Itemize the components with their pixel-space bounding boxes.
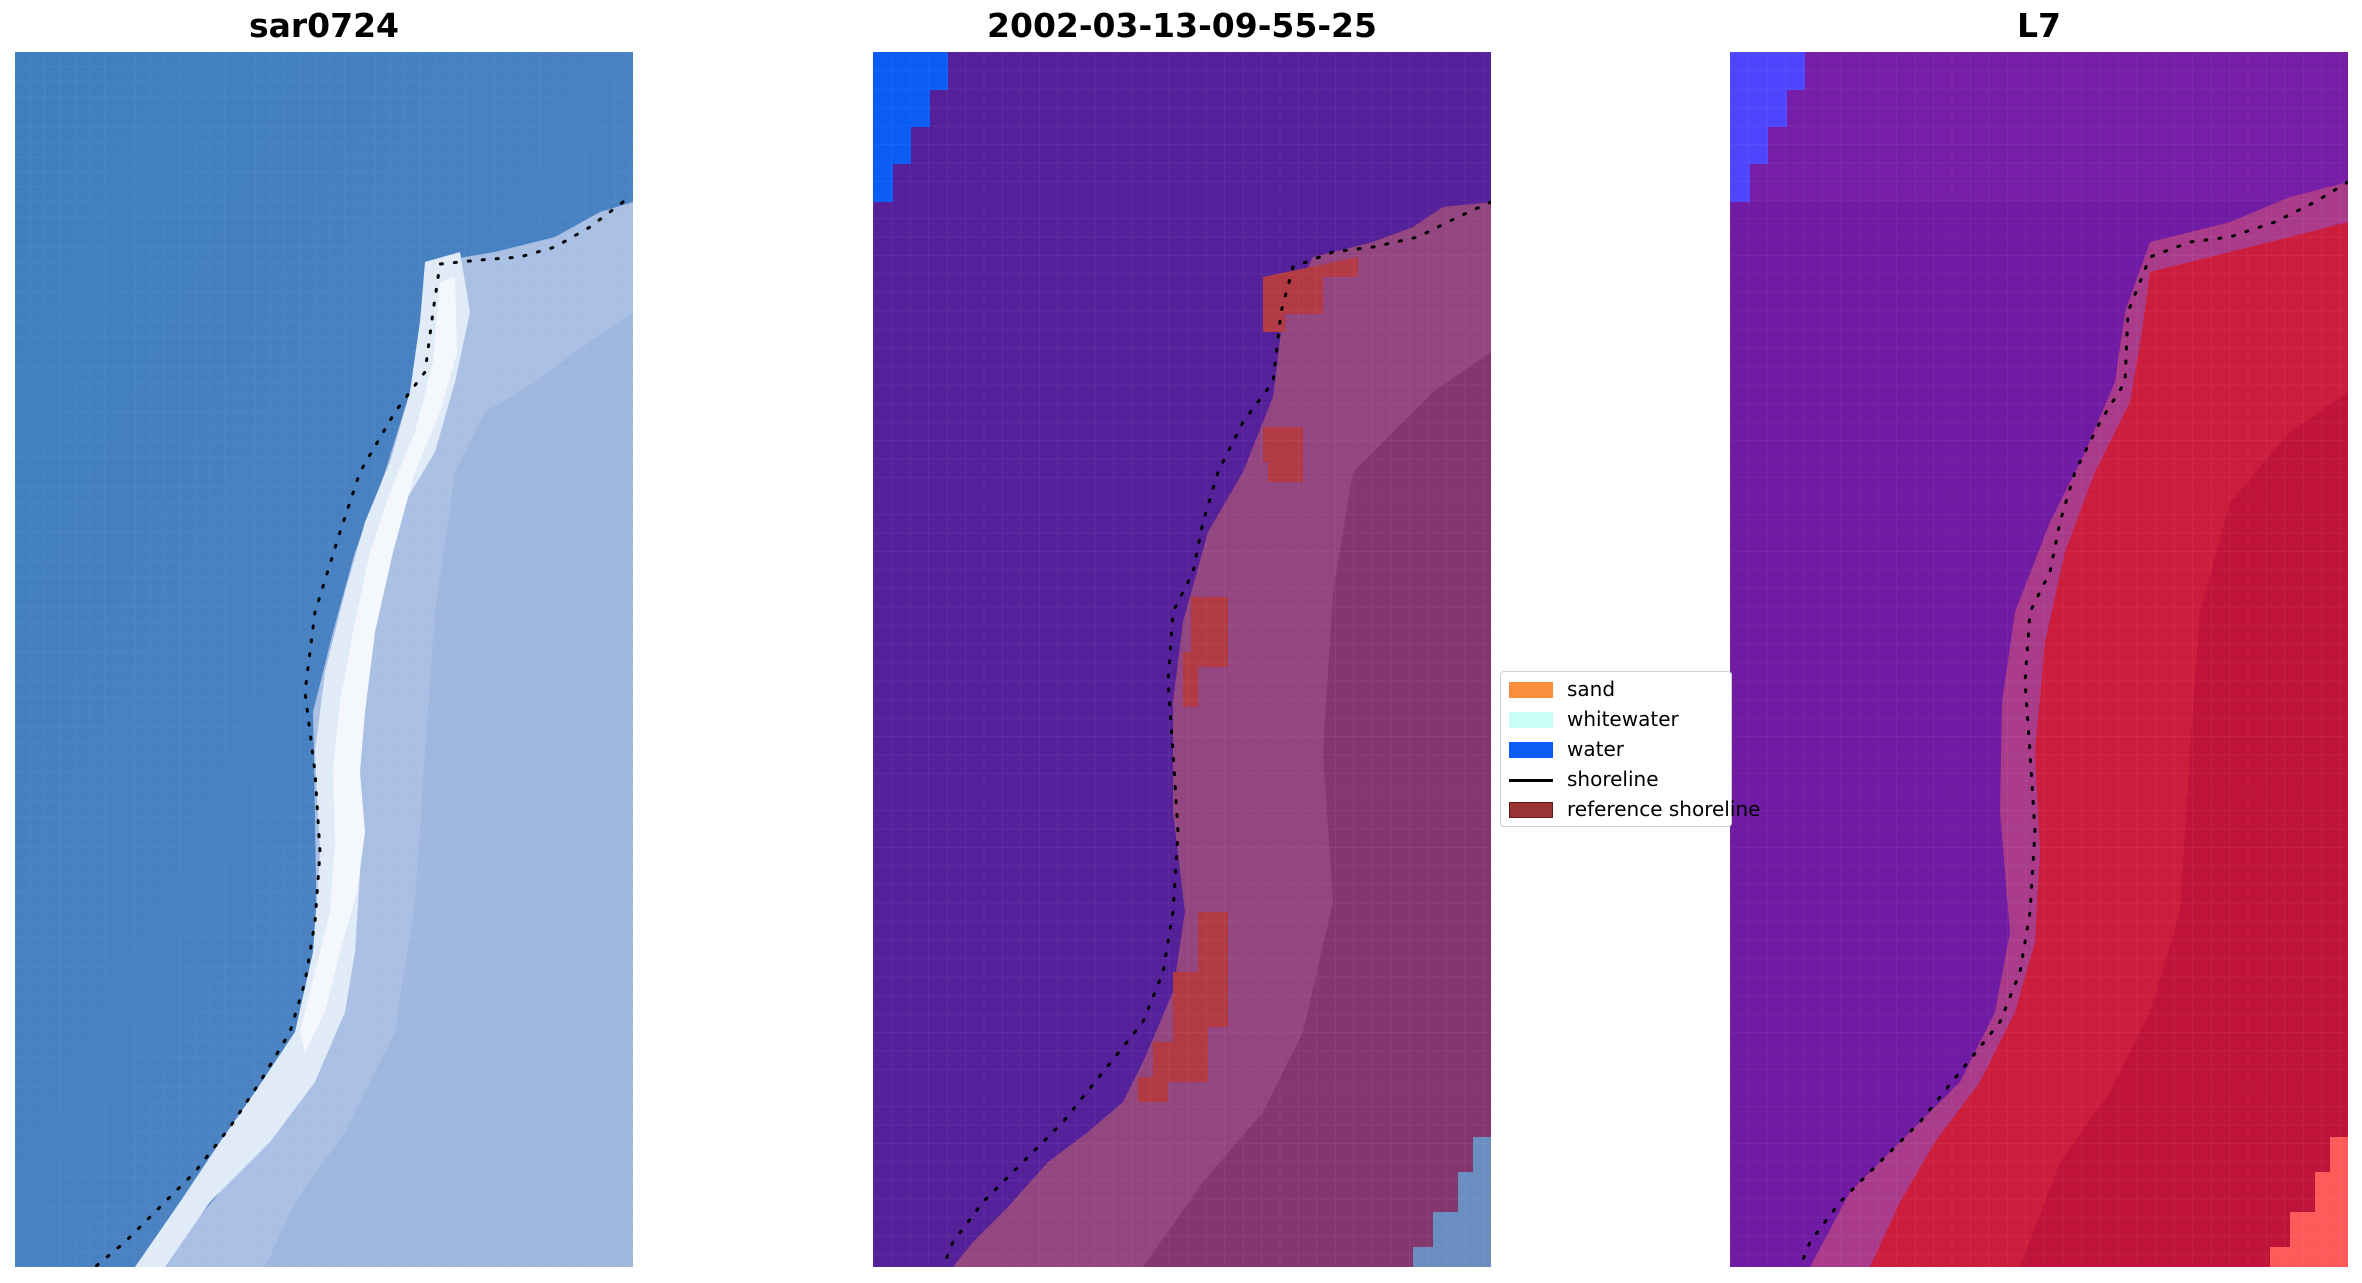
shoreline-trace-1 <box>93 200 625 1267</box>
classification-image <box>873 52 1491 1267</box>
rgb-image <box>15 52 633 1267</box>
legend-label-reference-shoreline: reference shoreline <box>1567 797 1761 821</box>
legend-label-water: water <box>1567 737 1624 761</box>
panel-title-rgb: sar0724 <box>248 6 400 45</box>
legend: sand whitewater water shoreline referenc… <box>1500 671 1760 827</box>
legend-item-reference-shoreline: reference shoreline <box>1501 794 1760 824</box>
whitewater-swatch <box>1509 712 1553 728</box>
index-image <box>1730 52 2348 1267</box>
shoreline-trace-2 <box>941 200 1491 1267</box>
reference-shoreline-swatch <box>1509 802 1553 818</box>
shoreline-trace-3 <box>1798 180 2348 1267</box>
classification-panel <box>873 52 1491 1267</box>
legend-item-whitewater: whitewater <box>1501 704 1741 734</box>
index-panel <box>1730 52 2348 1267</box>
legend-label-whitewater: whitewater <box>1567 707 1679 731</box>
legend-label-shoreline: shoreline <box>1567 767 1659 791</box>
panel-title-classification: 2002-03-13-09-55-25 <box>987 6 1377 45</box>
legend-item-water: water <box>1501 734 1741 764</box>
water-swatch <box>1509 742 1553 758</box>
rgb-image-panel <box>15 52 633 1267</box>
panel-title-index: L7 <box>2017 6 2061 45</box>
shoreline-line-icon <box>1509 779 1553 782</box>
legend-label-sand: sand <box>1567 677 1616 701</box>
legend-item-sand: sand <box>1501 674 1741 704</box>
legend-item-shoreline: shoreline <box>1501 764 1741 794</box>
sand-swatch <box>1509 682 1553 698</box>
